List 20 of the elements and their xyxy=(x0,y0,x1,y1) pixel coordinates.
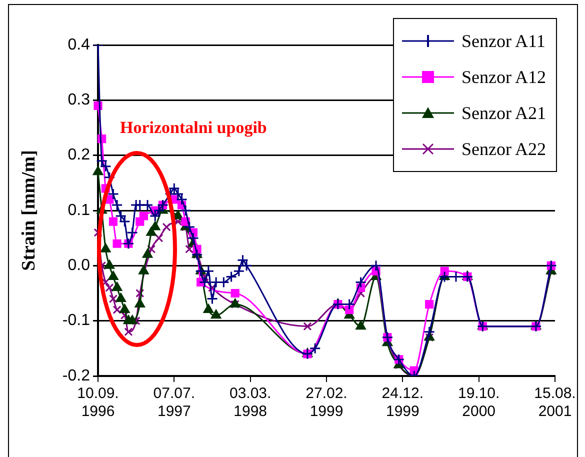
y-axis-title: Strain [mm/m] xyxy=(18,150,40,271)
x-tick-label: 07.07. 1997 xyxy=(153,385,196,420)
y-tick-label: 0.4 xyxy=(68,36,90,54)
y-tick-label: -0.1 xyxy=(62,312,90,330)
x-tick-label: 24.12. 1999 xyxy=(382,385,424,420)
annotation: Horizontalni upogib xyxy=(120,118,267,138)
x-tick-label: 10.09. 1996 xyxy=(77,385,119,420)
legend-label: Senzor A11 xyxy=(462,30,546,52)
y-tick-label: -0.2 xyxy=(62,367,90,384)
legend-label: Senzor A12 xyxy=(462,66,546,88)
x-tick-label: 03.03. 1998 xyxy=(229,385,272,420)
y-tick-label: 0.1 xyxy=(68,202,90,219)
legend-label: Senzor A21 xyxy=(462,102,546,124)
x-tick-label: 19.10. 2000 xyxy=(458,385,500,420)
y-tick-label: 0.0 xyxy=(68,257,90,274)
legend-label: Senzor A22 xyxy=(462,138,546,160)
x-tick-label: 27.02. 1999 xyxy=(306,385,348,420)
x-tick-label: 15.08. 2001 xyxy=(534,385,576,420)
y-tick-label: 0.3 xyxy=(68,92,90,109)
y-tick-label: 0.2 xyxy=(68,146,90,164)
